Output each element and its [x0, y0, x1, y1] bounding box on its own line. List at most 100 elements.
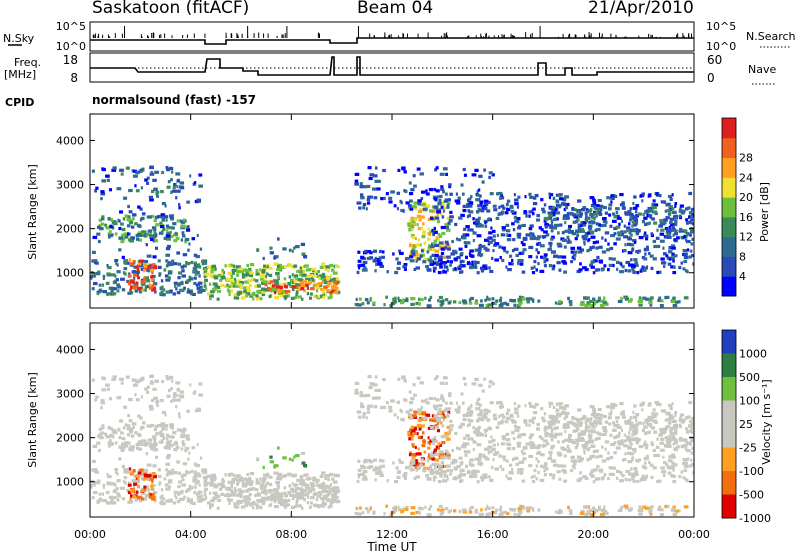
- power-echo: [124, 214, 128, 218]
- velocity-echo: [518, 433, 522, 437]
- power-echo: [475, 198, 480, 202]
- velocity-echo: [230, 484, 233, 489]
- velocity-echo: [291, 494, 296, 498]
- velocity-echo: [159, 433, 165, 438]
- power-echo: [266, 265, 269, 269]
- velocity-echo: [588, 429, 592, 433]
- power-echo: [458, 300, 462, 305]
- power-echo: [110, 273, 116, 277]
- velocity-echo: [128, 397, 133, 402]
- velocity-echo: [607, 477, 610, 481]
- power-echo: [533, 265, 536, 269]
- power-echo: [518, 251, 524, 256]
- velocity-echo: [359, 391, 363, 395]
- velocity-echo: [589, 417, 593, 421]
- power-echo: [597, 223, 601, 227]
- velocity-echo: [497, 421, 501, 425]
- velocity-echo: [199, 494, 203, 498]
- power-echo: [246, 263, 250, 268]
- power-echo: [592, 271, 596, 275]
- power-echo: [577, 229, 582, 233]
- velocity-echo: [246, 482, 251, 486]
- velocity-echo: [249, 480, 254, 484]
- power-echo: [437, 201, 442, 206]
- power-echo: [304, 274, 310, 278]
- velocity-echo: [382, 377, 386, 382]
- velocity-echo: [691, 431, 694, 435]
- power-echo: [166, 228, 169, 232]
- power-echo: [615, 207, 620, 211]
- velocity-echo: [530, 475, 534, 479]
- power-echo: [396, 261, 402, 265]
- velocity-echo: [495, 425, 500, 430]
- power-echo: [154, 290, 157, 294]
- velocity-echo: [310, 485, 314, 489]
- velocity-echo: [466, 423, 469, 428]
- power-echo: [522, 236, 528, 241]
- power-echo: [369, 195, 373, 199]
- velocity-echo: [182, 462, 188, 466]
- velocity-echo: [488, 409, 491, 413]
- velocity-echo: [688, 442, 692, 446]
- velocity-echo: [417, 506, 421, 510]
- power-echo: [471, 173, 477, 177]
- power-echo: [599, 223, 603, 228]
- velocity-echo: [320, 504, 326, 508]
- power-colorbar-tick: 20: [739, 191, 753, 204]
- power-echo: [484, 298, 487, 302]
- power-echo: [233, 277, 237, 282]
- power-echo: [187, 248, 190, 252]
- velocity-echo: [420, 424, 425, 428]
- velocity-colorbar-cell: [722, 447, 736, 472]
- power-echo: [366, 201, 371, 205]
- power-echo: [311, 278, 314, 282]
- velocity-echo: [146, 463, 152, 467]
- power-echo: [475, 260, 480, 265]
- velocity-echo: [445, 408, 449, 412]
- power-echo: [611, 196, 615, 201]
- power-echo: [477, 247, 482, 251]
- power-echo: [429, 260, 434, 264]
- velocity-echo: [592, 449, 597, 454]
- power-echo: [496, 233, 499, 237]
- power-echo: [98, 218, 102, 222]
- velocity-echo: [166, 440, 172, 444]
- power-echo: [129, 239, 135, 243]
- power-echo: [643, 216, 648, 220]
- freq-tick-high: 18: [63, 53, 78, 67]
- power-echo: [563, 245, 567, 249]
- velocity-echo: [542, 419, 546, 423]
- power-echo: [548, 192, 551, 196]
- velocity-echo: [509, 471, 514, 475]
- power-echo: [248, 284, 252, 288]
- velocity-echo: [256, 457, 260, 461]
- velocity-echo: [493, 417, 498, 421]
- freq-label: Freq.: [14, 56, 41, 69]
- velocity-echo: [195, 479, 200, 484]
- power-echo: [491, 238, 496, 242]
- power-echo: [433, 239, 438, 243]
- power-echo: [433, 242, 436, 246]
- power-echo: [674, 201, 678, 206]
- velocity-echo: [152, 491, 158, 495]
- power-echo: [537, 250, 540, 255]
- power-echo: [442, 167, 448, 171]
- power-echo: [690, 221, 693, 225]
- velocity-echo: [273, 465, 277, 469]
- power-echo: [367, 195, 371, 199]
- velocity-echo: [317, 478, 320, 483]
- power-echo: [212, 282, 218, 286]
- velocity-echo: [495, 508, 499, 512]
- velocity-echo: [372, 383, 378, 387]
- velocity-echo: [327, 505, 331, 509]
- power-echo: [559, 203, 562, 207]
- power-echo: [582, 237, 588, 241]
- velocity-echo: [305, 492, 308, 496]
- power-echo: [220, 272, 224, 276]
- velocity-echo: [300, 451, 306, 455]
- velocity-echo: [243, 498, 247, 502]
- power-echo: [543, 260, 547, 264]
- power-echo: [592, 299, 597, 303]
- velocity-echo: [367, 404, 371, 408]
